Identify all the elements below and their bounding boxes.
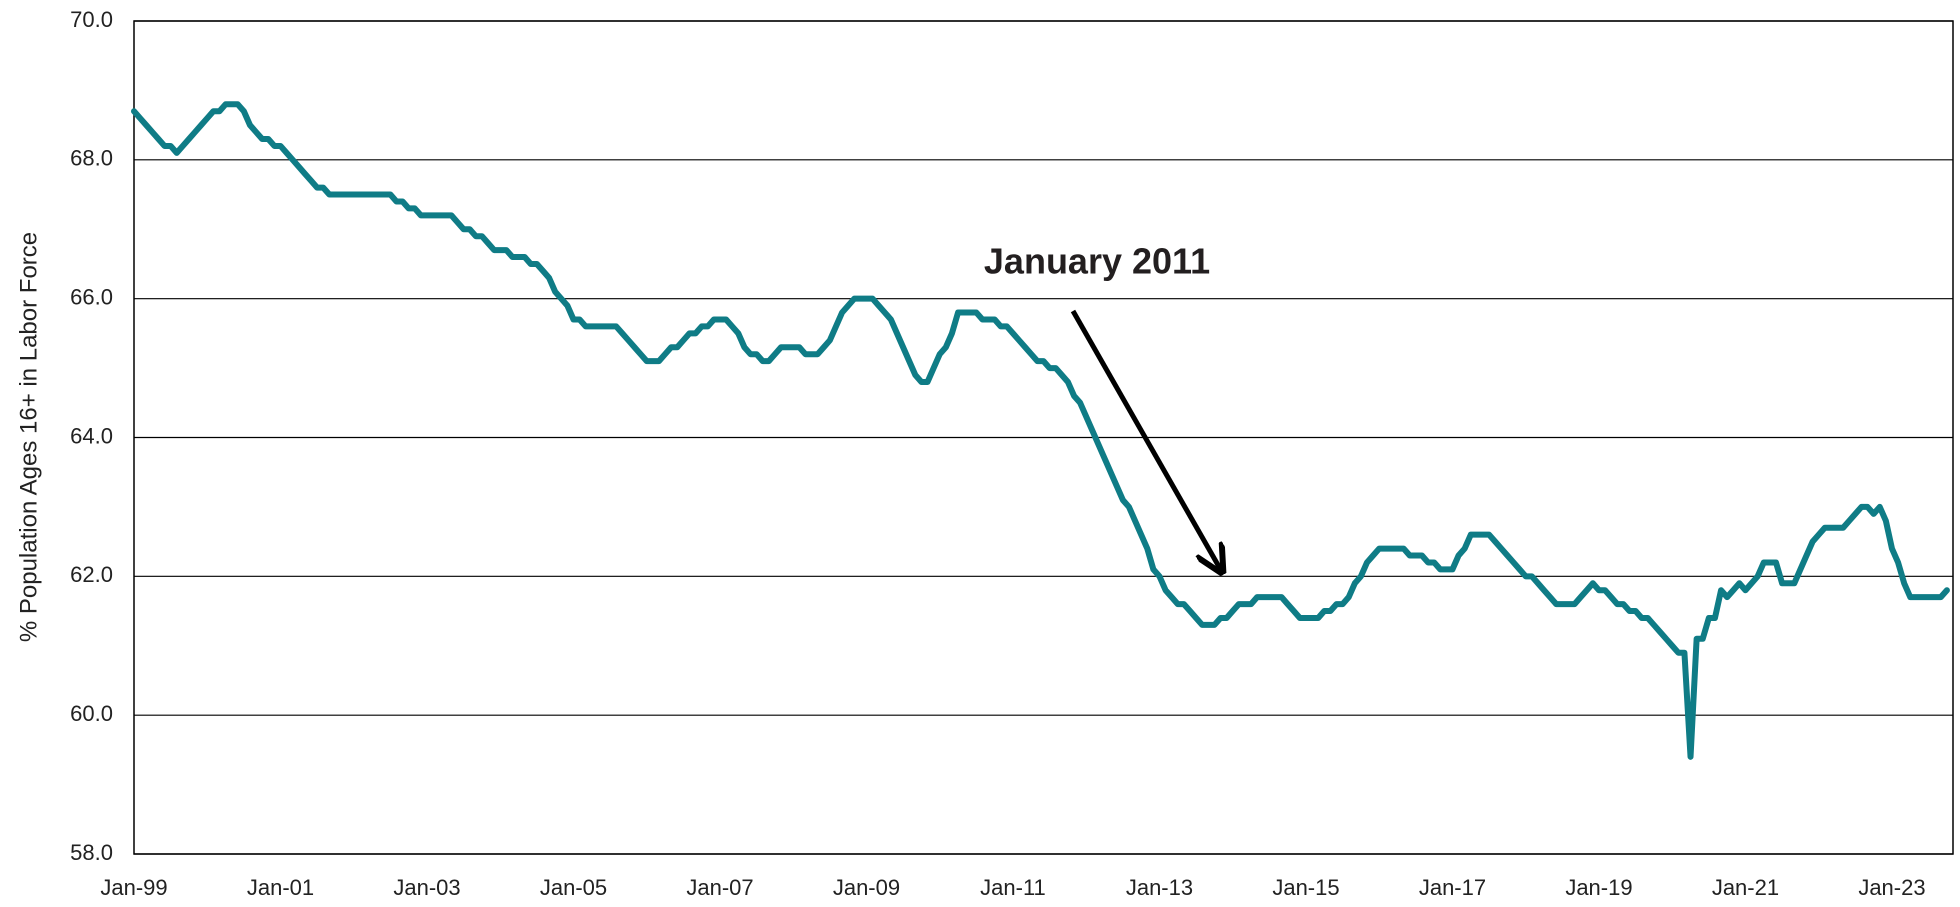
y-tick-label: 58.0 [70, 840, 113, 865]
plot-border [133, 20, 1954, 855]
annotation: January 2011 [984, 241, 1210, 282]
x-tick-label: Jan-23 [1858, 875, 1925, 900]
y-tick-label: 70.0 [70, 7, 113, 32]
x-tick-label: Jan-99 [100, 875, 167, 900]
data-line [131, 101, 1950, 760]
x-tick-label: Jan-13 [1126, 875, 1193, 900]
x-tick-label: Jan-01 [247, 875, 314, 900]
y-tick-label: 62.0 [70, 562, 113, 587]
x-tick-label: Jan-09 [833, 875, 900, 900]
x-tick-label: Jan-17 [1419, 875, 1486, 900]
x-tick-label: Jan-05 [540, 875, 607, 900]
x-tick-label: Jan-03 [393, 875, 460, 900]
annotation-arrow [1070, 309, 1222, 572]
x-tick-label: Jan-21 [1712, 875, 1779, 900]
grid [134, 20, 1953, 855]
x-tick-label: Jan-11 [980, 875, 1046, 900]
x-tick-label: Jan-07 [686, 875, 753, 900]
y-tick-label: 60.0 [70, 701, 113, 726]
y-tick-label: 66.0 [70, 284, 113, 309]
y-axis-label: % Population Ages 16+ in Labor Force [15, 232, 42, 642]
x-tick-label: Jan-19 [1565, 875, 1632, 900]
x-tick-label: Jan-15 [1272, 875, 1339, 900]
y-tick-label: 68.0 [70, 146, 113, 171]
y-tick-label: 64.0 [70, 423, 113, 448]
